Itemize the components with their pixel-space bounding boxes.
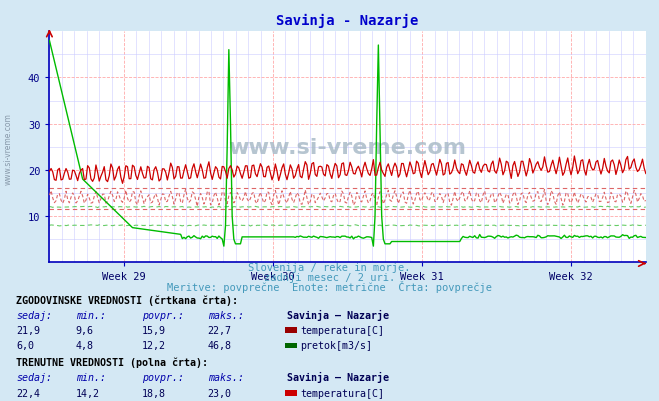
Text: zadnji mesec / 2 uri.: zadnji mesec / 2 uri.	[264, 273, 395, 283]
Title: Savinja - Nazarje: Savinja - Nazarje	[276, 14, 419, 28]
Text: 4,8: 4,8	[76, 340, 94, 350]
Text: Savinja – Nazarje: Savinja – Nazarje	[287, 309, 389, 320]
Text: min.:: min.:	[76, 310, 106, 320]
Text: 22,7: 22,7	[208, 325, 231, 335]
Text: povpr.:: povpr.:	[142, 310, 184, 320]
Text: sedaj:: sedaj:	[16, 310, 53, 320]
Text: Meritve: povprečne  Enote: metrične  Črta: povprečje: Meritve: povprečne Enote: metrične Črta:…	[167, 280, 492, 292]
Text: 14,2: 14,2	[76, 388, 100, 398]
Text: 6,0: 6,0	[16, 340, 34, 350]
Text: 12,2: 12,2	[142, 340, 165, 350]
Text: Slovenija / reke in morje.: Slovenija / reke in morje.	[248, 263, 411, 273]
Text: povpr.:: povpr.:	[142, 373, 184, 383]
Text: Savinja – Nazarje: Savinja – Nazarje	[287, 372, 389, 383]
Text: maks.:: maks.:	[208, 373, 244, 383]
Text: TRENUTNE VREDNOSTI (polna črta):: TRENUTNE VREDNOSTI (polna črta):	[16, 357, 208, 367]
Text: sedaj:: sedaj:	[16, 373, 53, 383]
Text: temperatura[C]: temperatura[C]	[300, 325, 384, 335]
Text: 23,0: 23,0	[208, 388, 231, 398]
Text: ZGODOVINSKE VREDNOSTI (črtkana črta):: ZGODOVINSKE VREDNOSTI (črtkana črta):	[16, 294, 239, 305]
Text: 18,8: 18,8	[142, 388, 165, 398]
Text: maks.:: maks.:	[208, 310, 244, 320]
Text: temperatura[C]: temperatura[C]	[300, 388, 384, 398]
Text: min.:: min.:	[76, 373, 106, 383]
Text: 15,9: 15,9	[142, 325, 165, 335]
Text: 46,8: 46,8	[208, 340, 231, 350]
Text: pretok[m3/s]: pretok[m3/s]	[300, 340, 372, 350]
Text: www.si-vreme.com: www.si-vreme.com	[229, 138, 467, 157]
Text: 22,4: 22,4	[16, 388, 40, 398]
Text: www.si-vreme.com: www.si-vreme.com	[4, 113, 13, 184]
Text: 21,9: 21,9	[16, 325, 40, 335]
Text: 9,6: 9,6	[76, 325, 94, 335]
